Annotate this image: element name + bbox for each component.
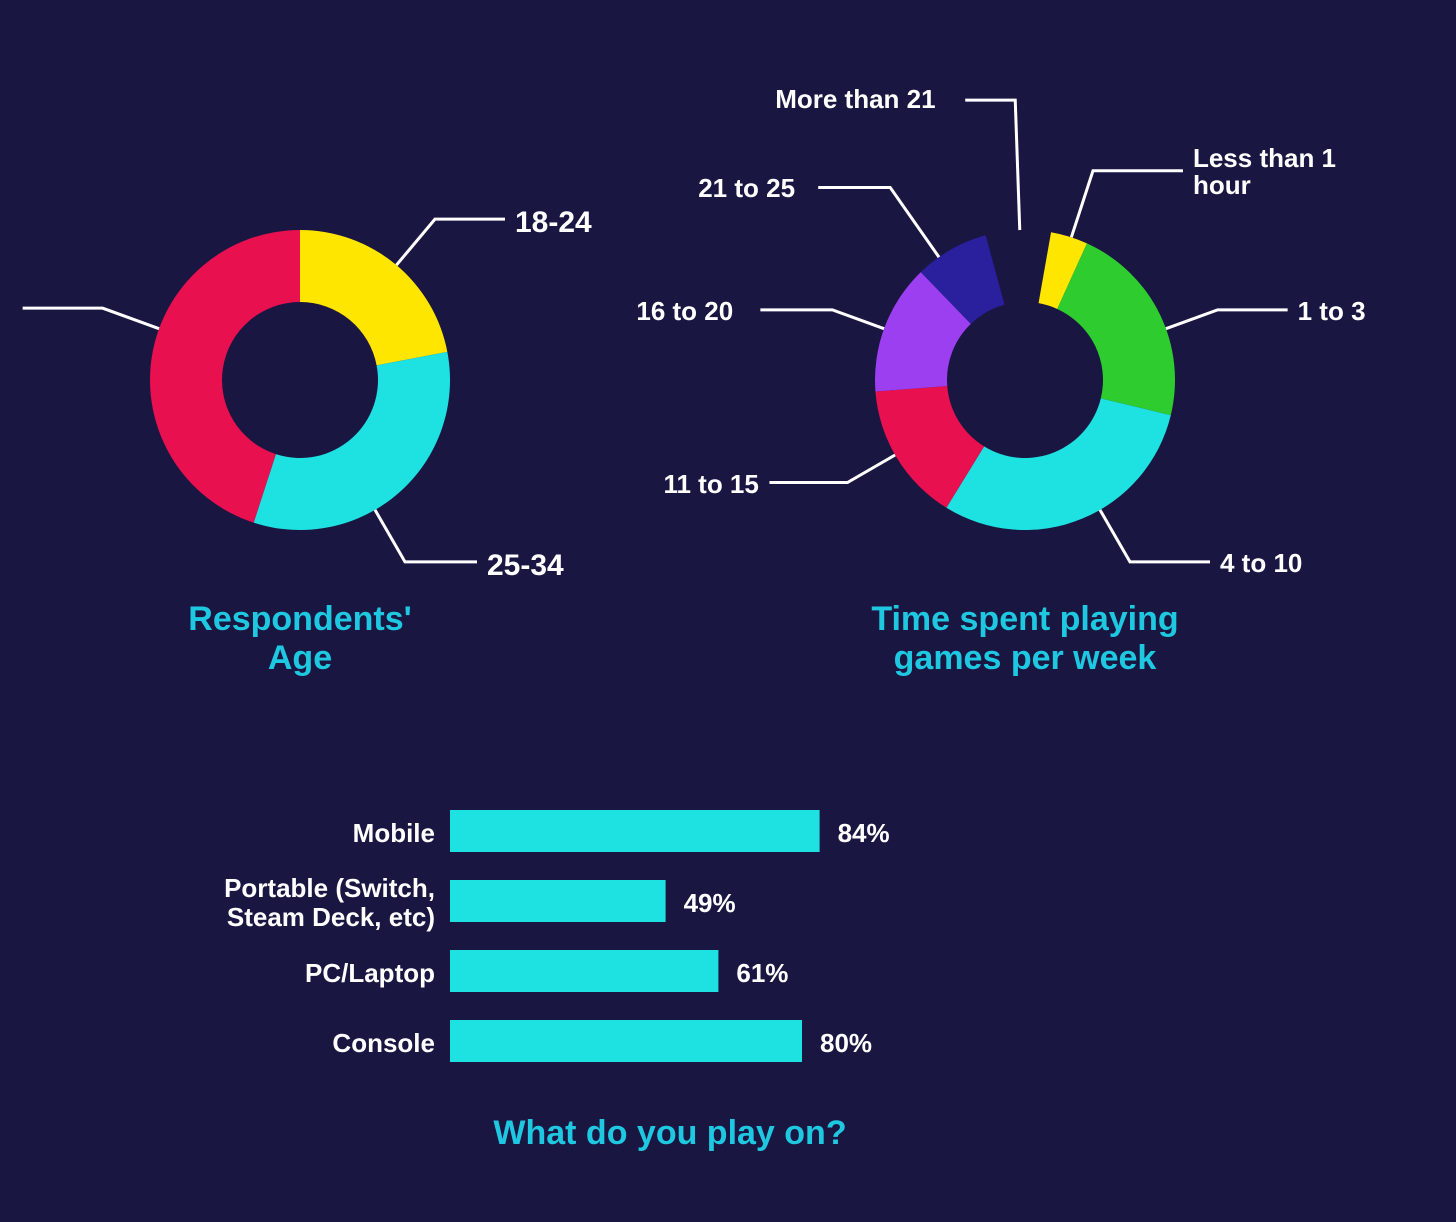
bars-bar (450, 880, 666, 922)
bars-bar (450, 810, 820, 852)
bars (0, 0, 1456, 1222)
bars-bar (450, 1020, 802, 1062)
bars-bar (450, 950, 718, 992)
bars-title: What do you play on? (370, 1114, 970, 1153)
